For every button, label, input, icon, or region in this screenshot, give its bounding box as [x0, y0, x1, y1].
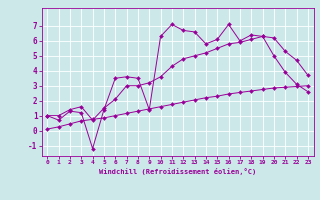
X-axis label: Windchill (Refroidissement éolien,°C): Windchill (Refroidissement éolien,°C) — [99, 168, 256, 175]
